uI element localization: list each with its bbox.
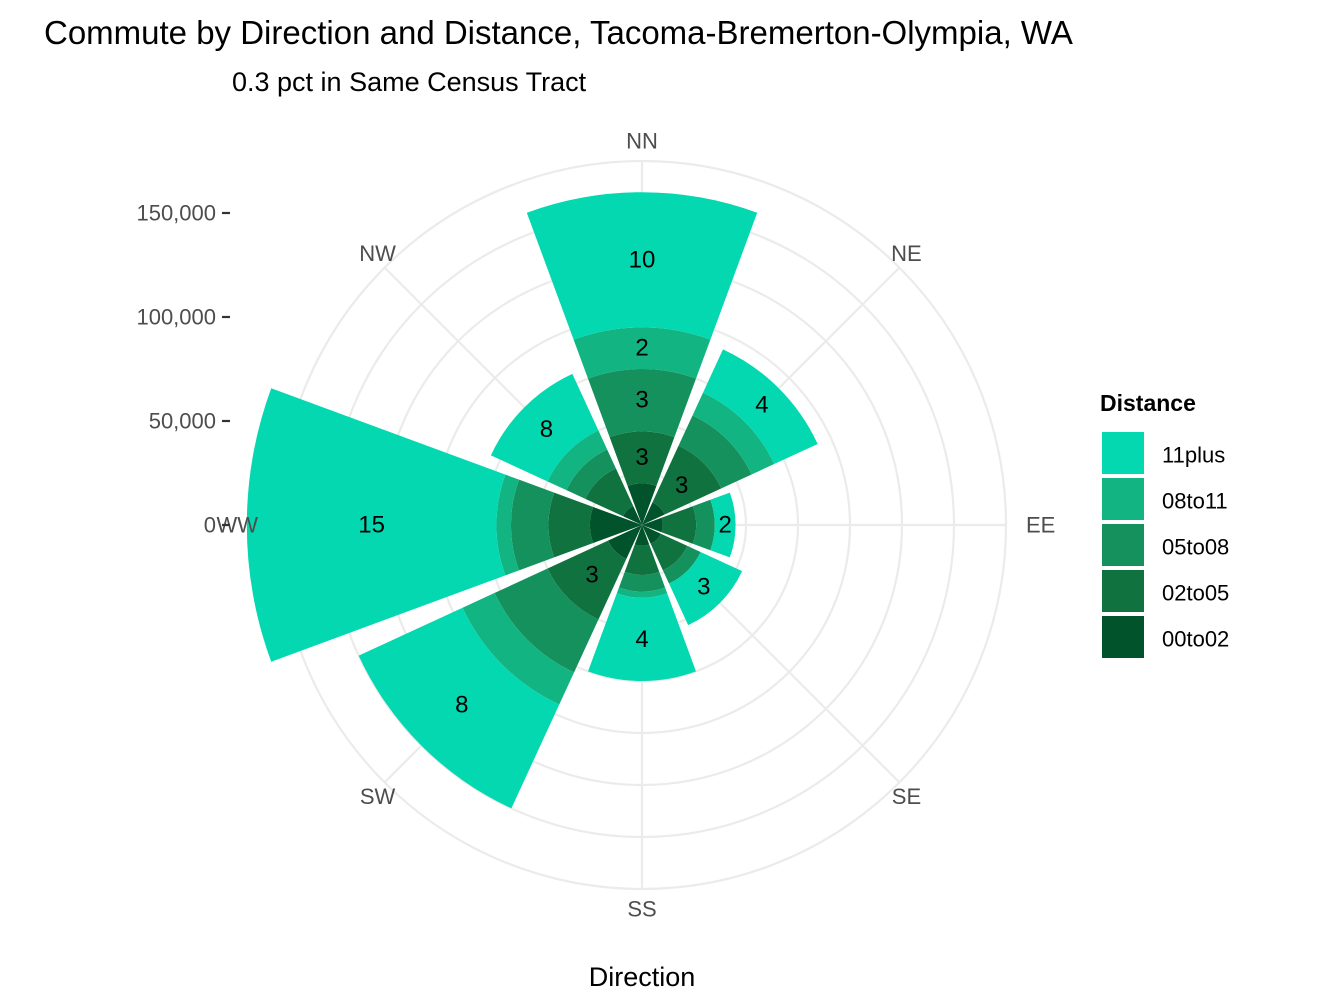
bar-segment-ss-05to08 [618,571,666,592]
bar-segment-nn-05to08 [588,369,696,438]
data-label-sw-02to05: 3 [585,562,598,589]
x-axis-title: Direction [589,962,696,992]
bar-segment-ee-02to05 [661,506,697,544]
legend-swatch-11plus [1102,432,1144,474]
bar-segment-ee-05to08 [692,499,715,551]
bar-segment-sw-11plus [358,607,560,809]
bar-segment-nn-11plus [526,192,758,340]
bar-segment-nn-08to11 [573,327,711,379]
bar-segment-nn-00to02 [627,483,657,525]
data-label-ss-11plus: 4 [635,626,648,653]
data-label-ne-11plus: 4 [755,392,768,419]
bar-segment-nw-11plus [490,373,599,482]
data-label-nn-08to11: 2 [635,335,648,362]
legend-swatch-08to11 [1102,478,1144,520]
bar-segment-sw-08to11 [462,592,575,705]
legend-label-11plus: 11plus [1162,443,1225,468]
bar-segment-ww-02to05 [548,492,594,558]
direction-label-sw: SW [360,784,396,809]
bar-segment-ss-00to02 [634,525,650,546]
bar-segment-sw-00to02 [607,525,642,560]
bar-segment-ww-08to11 [496,474,520,576]
legend-label-02to05: 02to05 [1162,581,1229,606]
data-label-ee-11plus: 2 [719,512,732,539]
bar-segment-nw-02to05 [585,468,634,517]
bar-segment-se-00to02 [642,525,661,544]
legend: Distance 11plus 08to11 05to08 02to05 00to02 [1100,390,1229,658]
bar-segment-sw-02to05 [547,540,627,620]
bar-segment-ne-00to02 [642,502,665,525]
legend-label-05to08: 05to08 [1162,535,1229,560]
legend-label-08to11: 08to11 [1162,489,1228,514]
bar-segment-ee-00to02 [642,517,663,533]
bar-segment-nw-05to08 [566,449,616,499]
data-label-nn-05to08: 3 [635,387,648,414]
bar-segment-se-05to08 [662,545,701,584]
legend-swatch-02to05 [1102,570,1144,612]
bars [246,192,818,809]
bar-segment-se-02to05 [650,533,688,571]
y-axis: 0 50,000 100,000 150,000 [136,201,230,538]
bar-segment-ne-08to11 [692,392,775,475]
bar-segment-ss-02to05 [624,544,660,575]
bar-segment-sw-05to08 [494,568,599,673]
bar-segment-ww-05to08 [510,479,555,571]
bar-segment-ne-05to08 [678,415,752,489]
y-tick-label: 100,000 [136,305,216,330]
bar-segment-ss-11plus [588,593,696,681]
legend-title: Distance [1100,390,1196,416]
bar-segment-nn-02to05 [609,431,675,486]
bar-segment-ne-02to05 [652,445,722,515]
bar-segment-nw-08to11 [547,430,608,491]
bar-segment-ww-00to02 [590,507,642,543]
direction-label-ss: SS [627,897,656,922]
direction-label-nw: NW [359,241,396,266]
bar-segment-se-11plus [668,551,743,626]
data-label-nn-02to05: 3 [635,444,648,471]
direction-label-ne: NE [891,241,922,266]
bar-segment-ee-11plus [710,492,736,558]
y-tick-label: 150,000 [136,201,216,226]
y-tick-label: 50,000 [149,409,216,434]
bar-segment-ww-11plus [246,388,506,662]
direction-label-nn: NN [626,129,658,154]
direction-label-se: SE [892,784,921,809]
chart-title: Commute by Direction and Distance, Tacom… [44,14,1073,51]
bar-segment-ss-08to11 [616,587,668,598]
data-label-ww-11plus: 15 [358,512,385,539]
data-label-ne-02to05: 3 [675,472,688,499]
direction-label-ee: EE [1026,513,1055,538]
data-label-nn-11plus: 10 [629,246,656,273]
legend-label-00to02: 00to02 [1162,627,1229,652]
data-label-nw-11plus: 8 [540,416,553,443]
bar-segment-nw-00to02 [623,506,642,525]
bar-segment-ne-11plus [702,349,818,465]
chart-subtitle: 0.3 pct in Same Census Tract [232,67,587,97]
y-tick-label: 0 [204,513,216,538]
legend-swatch-00to02 [1102,616,1144,658]
data-label-sw-11plus: 8 [455,692,468,719]
data-label-se-11plus: 3 [697,573,710,600]
legend-swatch-05to08 [1102,524,1144,566]
